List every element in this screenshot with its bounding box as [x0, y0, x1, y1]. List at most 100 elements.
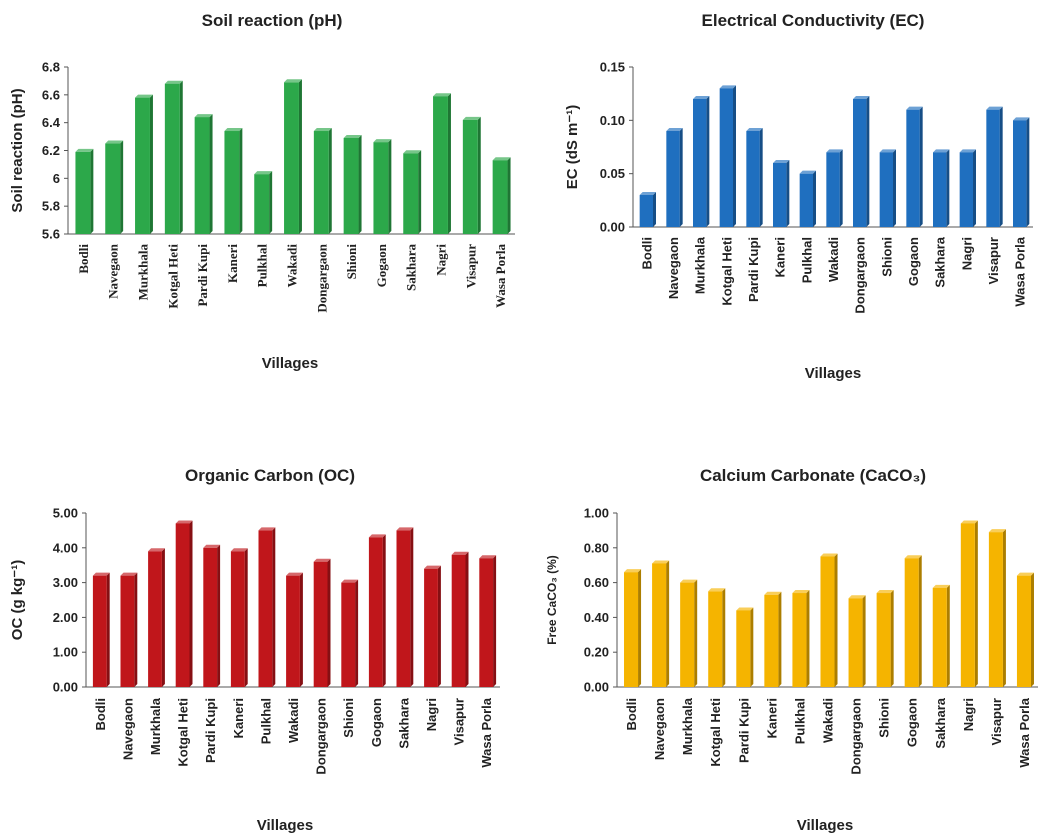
bar-side — [1026, 117, 1030, 227]
bar-murkhala — [680, 579, 698, 687]
x-tick-label: Dongargaon — [849, 698, 864, 775]
x-tick-label: Pardi Kupi — [746, 237, 761, 302]
bar-front — [764, 594, 779, 687]
bar-front — [368, 537, 383, 687]
x-tick-label: Murkhala — [148, 697, 163, 755]
bar-nagri — [959, 149, 976, 227]
x-tick-label: Shioni — [341, 698, 356, 738]
bar-pardi-kupi — [194, 114, 213, 234]
bar-side — [272, 527, 276, 687]
bar-pardi-kupi — [736, 607, 754, 687]
x-tick-label: Visapur — [986, 237, 1001, 284]
bar-kaneri — [230, 548, 248, 687]
bar-side — [299, 572, 303, 687]
bar-pulkhal — [258, 527, 276, 687]
y-axis-label: EC (dS m⁻¹) — [564, 105, 581, 190]
bar-top — [258, 527, 276, 531]
bar-top — [284, 79, 302, 83]
bar-front — [932, 587, 947, 687]
bar-wakadi — [820, 553, 838, 687]
bar-side — [834, 553, 838, 687]
bar-side — [862, 595, 866, 687]
bar-front — [879, 152, 893, 227]
x-tick-label: Sakhara — [404, 244, 419, 291]
x-tick-label: Kaneri — [773, 237, 788, 277]
y-tick-label: 0.05 — [600, 166, 625, 181]
x-tick-label: Kaneri — [225, 244, 240, 283]
bar-top — [1013, 117, 1030, 121]
bar-front — [479, 558, 494, 687]
bar-top — [639, 192, 656, 195]
bar-kaneri — [773, 160, 790, 227]
bar-front — [680, 582, 695, 687]
bar-kaneri — [764, 591, 782, 687]
y-axis-label: OC (g kg⁻¹) — [9, 560, 26, 640]
bar-top — [148, 548, 165, 552]
x-tick-label: Shioni — [344, 244, 359, 280]
bar-front — [396, 530, 411, 687]
bar-shioni — [341, 579, 359, 687]
bar-top — [848, 595, 866, 599]
x-tick-label: Bodli — [639, 237, 654, 270]
bar-murkhala — [148, 548, 165, 687]
bar-top — [368, 534, 386, 538]
bar-front — [719, 88, 733, 227]
y-tick-label: 0.80 — [584, 540, 609, 555]
chart-panel-2: Electrical Conductivity (EC) 0.00 0.05 0.10… — [564, 11, 1033, 382]
bar-side — [973, 149, 976, 227]
bar-shioni — [343, 134, 362, 234]
bar-front — [105, 143, 121, 234]
bar-top — [194, 114, 213, 118]
bar-murkhala — [693, 96, 710, 227]
bar-top — [986, 106, 1003, 110]
bar-top — [746, 128, 763, 131]
bar-top — [224, 128, 243, 132]
bar-wasa-porla — [1013, 117, 1030, 227]
x-tick-label: Pardi Kupi — [203, 698, 218, 763]
bar-front — [424, 568, 438, 687]
chart-panel-3: Organic Carbon (OC) 0.00 1.00 2.00 3.00 4.00 5… — [9, 466, 500, 834]
bar-front — [959, 152, 973, 227]
bar-side — [244, 548, 248, 687]
x-tick-label: Dongargaon — [314, 698, 329, 775]
bar-pulkhal — [254, 171, 273, 234]
y-tick-label: 6.4 — [42, 115, 61, 130]
bar-sakhara — [396, 527, 414, 687]
bar-side — [890, 590, 894, 687]
bar-front — [451, 554, 466, 687]
bar-navegaon — [105, 140, 124, 234]
x-tick-label: Sakhara — [933, 236, 948, 287]
bar-side — [722, 588, 726, 687]
bar-front — [1016, 575, 1031, 687]
bar-sakhara — [933, 149, 950, 227]
bar-top — [341, 579, 359, 583]
bar-side — [974, 520, 978, 687]
bar-top — [451, 551, 469, 555]
bar-side — [813, 170, 816, 227]
x-tick-label: Bodli — [624, 698, 639, 731]
bar-side — [946, 149, 950, 227]
y-tick-label: 6.2 — [42, 143, 60, 158]
x-axis-label: Villages — [797, 817, 853, 834]
y-tick-label: 5.8 — [42, 199, 60, 214]
x-tick-label: Wakadi — [285, 244, 300, 288]
bar-side — [919, 106, 923, 227]
bar-pardi-kupi — [746, 128, 763, 227]
bar-top — [105, 140, 124, 144]
y-tick-label: 3.00 — [53, 575, 78, 590]
bar-side — [706, 96, 710, 227]
bar-front — [258, 530, 273, 687]
y-tick-label: 4.00 — [53, 540, 78, 555]
x-tick-label: Navegaon — [106, 243, 121, 299]
bar-front — [736, 610, 751, 687]
bar-top — [286, 572, 303, 576]
bar-wasa-porla — [1016, 572, 1034, 687]
bar-front — [284, 82, 299, 234]
x-tick-label: Navegaon — [120, 698, 135, 760]
chart-panel-4: Calcium Carbonate (CaCO₃) 0.00 0.20 0.40 0.6… — [545, 466, 1038, 834]
bar-murkhala — [135, 94, 153, 234]
x-tick-label: Pulkhal — [799, 237, 814, 283]
bar-top — [624, 569, 642, 573]
bar-front — [708, 591, 723, 687]
bar-top — [462, 116, 481, 120]
